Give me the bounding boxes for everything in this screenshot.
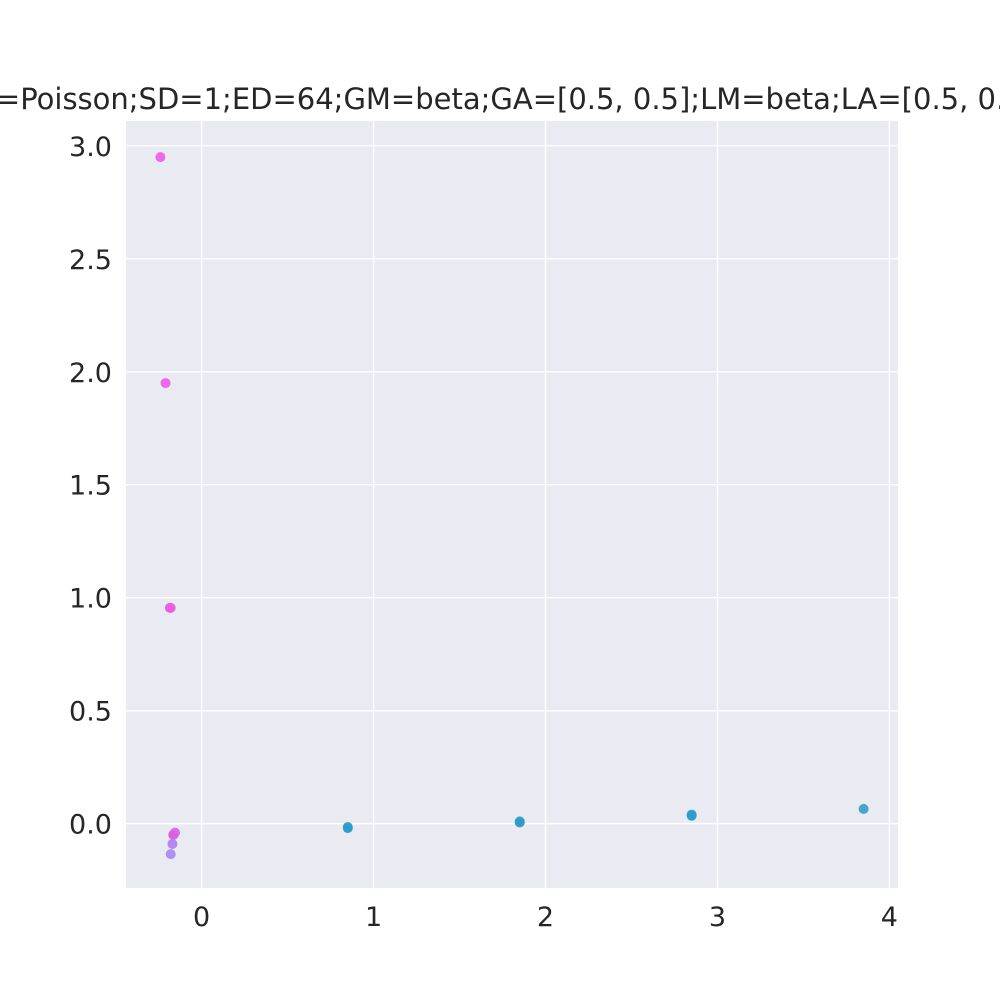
data-point	[167, 838, 178, 849]
y-tick-label: 0.0	[69, 810, 112, 841]
y-tick-label: 1.5	[69, 471, 112, 502]
data-points	[155, 152, 869, 860]
y-tick-label: 2.0	[69, 358, 112, 389]
x-axis-ticks: 0 1 2 3 4	[193, 902, 898, 933]
data-point	[686, 810, 697, 821]
y-tick-label: 3.0	[69, 132, 112, 163]
x-tick-label: 0	[193, 902, 210, 933]
data-point	[165, 849, 176, 860]
data-point	[160, 378, 171, 389]
data-point	[155, 152, 166, 163]
plot-area	[126, 121, 898, 888]
data-point	[164, 602, 175, 613]
x-tick-label: 4	[881, 902, 898, 933]
x-tick-label: 3	[709, 902, 726, 933]
y-tick-label: 1.0	[69, 584, 112, 615]
chart-title: DI=Poisson;SD=1;ED=64;GM=beta;GA=[0.5, 0…	[0, 82, 1000, 116]
data-point	[858, 803, 869, 814]
x-tick-label: 1	[365, 902, 382, 933]
y-tick-label: 2.5	[69, 245, 112, 276]
x-tick-label: 2	[537, 902, 554, 933]
y-tick-label: 0.5	[69, 697, 112, 728]
y-axis-ticks: 0.0 0.5 1.0 1.5 2.0 2.5 3.0	[69, 132, 112, 841]
data-point	[342, 823, 353, 834]
grid-lines	[126, 121, 898, 888]
data-point	[168, 829, 179, 840]
data-point	[514, 817, 525, 828]
